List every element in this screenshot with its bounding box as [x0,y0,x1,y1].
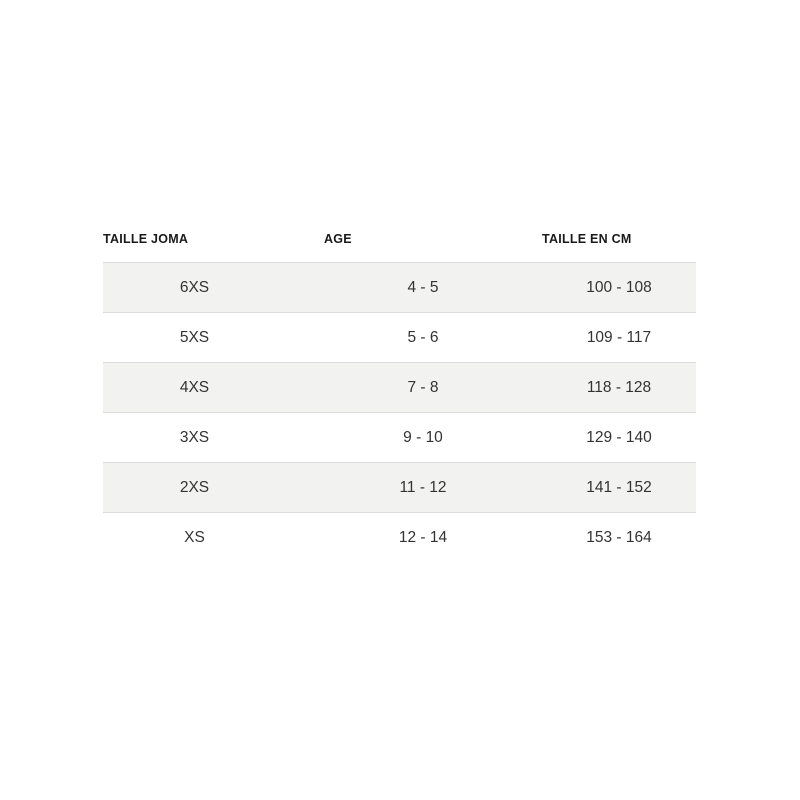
column-header-age: AGE [324,232,352,246]
table-row: XS 12 - 14 153 - 164 [103,512,696,563]
table-row: 3XS 9 - 10 129 - 140 [103,412,696,463]
cell-age: 9 - 10 [403,428,443,446]
column-header-taille-en-cm: TAILLE EN CM [542,232,632,246]
table-row: 4XS 7 - 8 118 - 128 [103,362,696,413]
table-row: 5XS 5 - 6 109 - 117 [103,312,696,363]
cell-taille-joma: 5XS [179,328,210,346]
cell-taille-joma: 3XS [179,428,210,446]
cell-taille-en-cm: 100 - 108 [586,278,652,296]
cell-taille-joma: XS [184,528,205,546]
size-guide-table: TAILLE JOMA AGE TAILLE EN CM 6XS 4 - 5 1… [103,232,696,562]
cell-taille-joma: 2XS [179,478,210,496]
cell-age: 4 - 5 [407,278,439,296]
cell-taille-en-cm: 129 - 140 [586,428,652,446]
table-body: 6XS 4 - 5 100 - 108 5XS 5 - 6 109 - 117 … [103,262,696,563]
cell-age: 11 - 12 [399,478,447,496]
cell-taille-en-cm: 109 - 117 [586,328,652,346]
cell-taille-en-cm: 141 - 152 [586,478,652,496]
table-row: 2XS 11 - 12 141 - 152 [103,462,696,513]
cell-taille-joma: 4XS [179,378,210,396]
cell-age: 5 - 6 [407,328,439,346]
cell-age: 7 - 8 [407,378,439,396]
cell-taille-joma: 6XS [179,278,210,296]
table-header-row: TAILLE JOMA AGE TAILLE EN CM [103,232,696,263]
cell-taille-en-cm: 153 - 164 [586,528,652,546]
column-header-taille-joma: TAILLE JOMA [103,232,189,246]
table-header: TAILLE JOMA AGE TAILLE EN CM [103,232,696,263]
table-row: 6XS 4 - 5 100 - 108 [103,262,696,313]
cell-age: 12 - 14 [398,528,448,546]
size-chart: TAILLE JOMA AGE TAILLE EN CM 6XS 4 - 5 1… [103,232,696,562]
cell-taille-en-cm: 118 - 128 [586,378,652,396]
